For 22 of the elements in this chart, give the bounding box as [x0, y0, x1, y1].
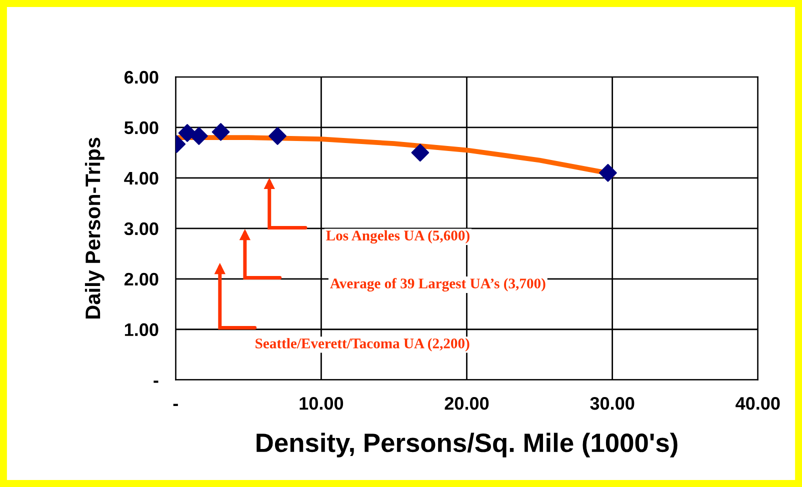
point [212, 123, 230, 141]
x-axis-title: Density, Persons/Sq. Mile (1000's) [256, 432, 678, 458]
annotation: Los Angeles UA (5,600) [326, 230, 470, 244]
x-tick-label: 40.00 [736, 397, 780, 410]
y-tick-label: 1.00 [124, 323, 158, 336]
annotation: Seattle/Everett/Tacoma UA (2,200) [256, 338, 470, 352]
y-tick-label: 6.00 [124, 70, 158, 84]
y-tick-label: - [154, 380, 158, 383]
y-tick-label: 3.00 [124, 222, 158, 236]
x-tick-label: - [173, 404, 178, 406]
y-tick-label: 5.00 [124, 121, 158, 134]
x-tick-label: 20.00 [444, 397, 489, 410]
y-tick-label: 2.00 [124, 272, 158, 286]
annotation: Average of 39 Largest UA’s (3,700) [330, 278, 546, 292]
point [190, 127, 208, 145]
y-axis-title: Daily Person-Trips [84, 138, 104, 318]
x-tick-label: 10.00 [300, 397, 344, 410]
point [411, 144, 430, 162]
y-tick-label: 4.00 [124, 172, 158, 185]
point [268, 127, 286, 145]
point [599, 164, 617, 182]
x-tick-label: 30.00 [590, 397, 634, 410]
